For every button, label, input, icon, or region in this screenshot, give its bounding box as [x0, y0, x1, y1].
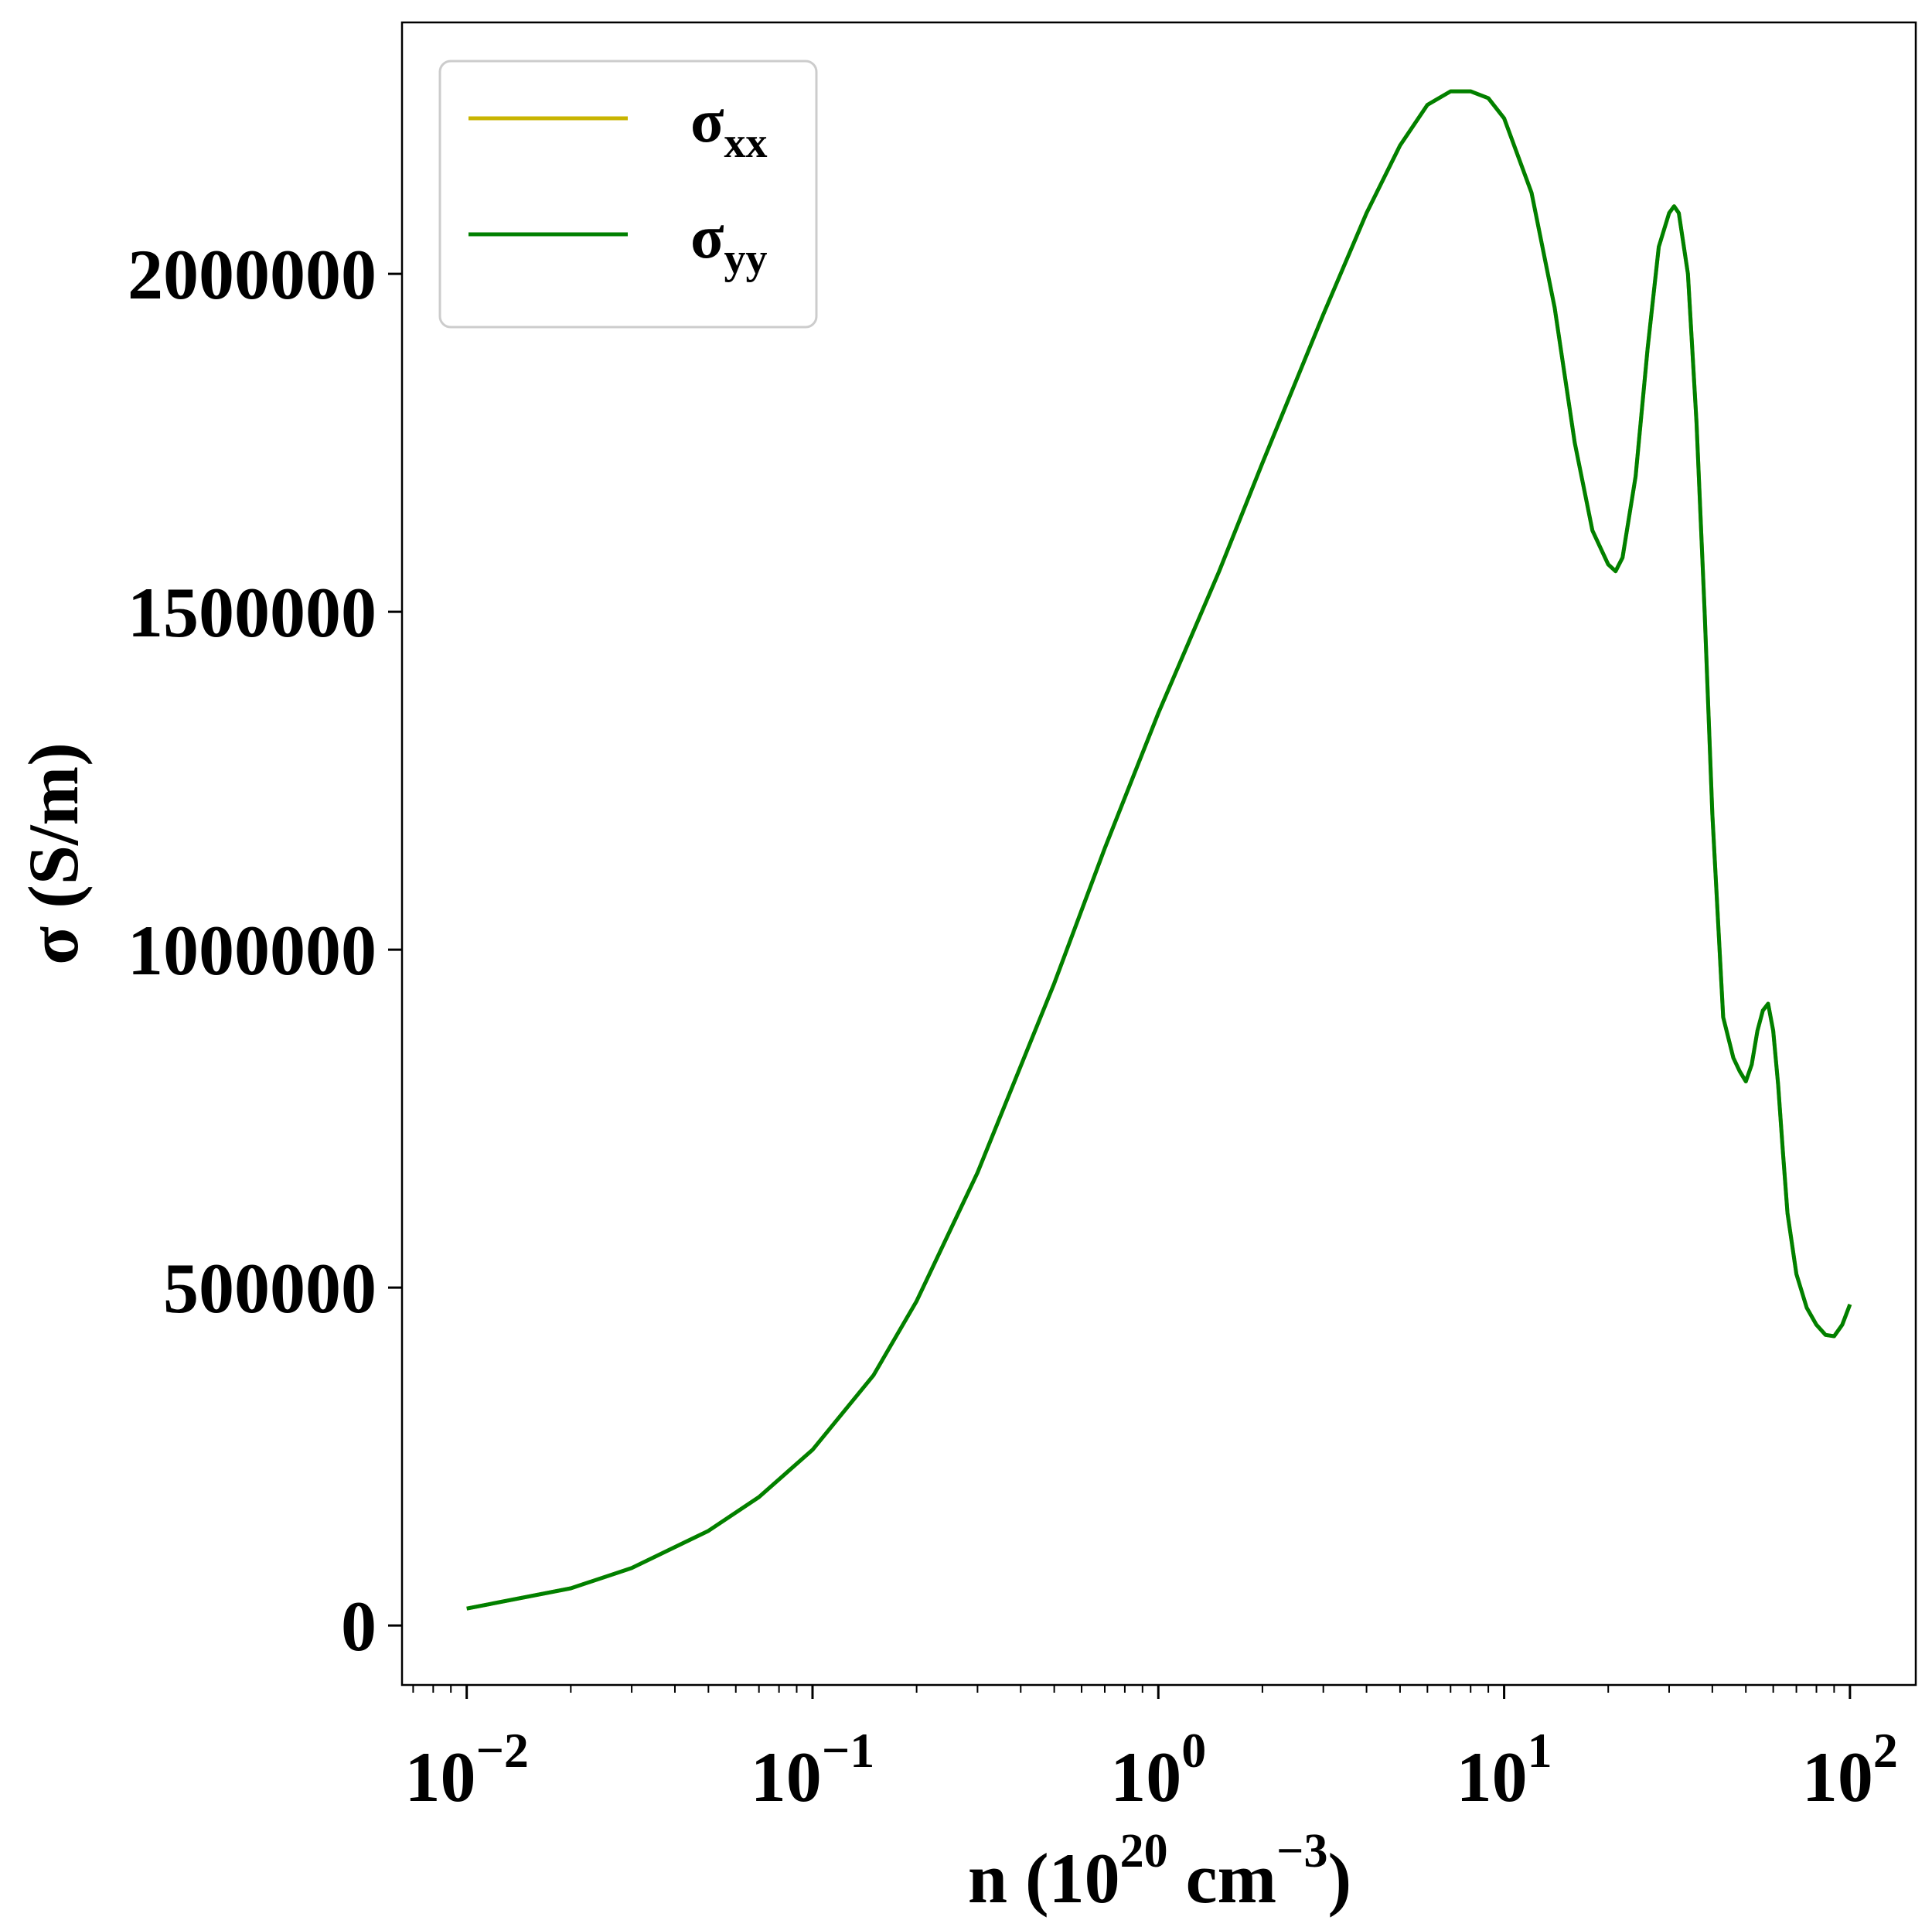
series-line-sigma-yy: [466, 89, 1852, 1611]
x-tick-label-base-1: 10: [751, 1738, 822, 1816]
x-tick-label-1: 10−1: [751, 1723, 874, 1816]
y-axis-label: σ (S/m): [14, 742, 93, 965]
x-tick-label-base-4: 10: [1802, 1738, 1873, 1816]
x-axis-label: n (1020 cm−3): [968, 1825, 1351, 1918]
y-tick-label-0: 0: [341, 1587, 377, 1666]
x-axis-label-end: ): [1328, 1839, 1352, 1918]
x-tick-label-base-0: 10: [404, 1738, 475, 1816]
ticks: 10−2 10−1 100 101 10205000001000000150000020…: [128, 235, 1898, 1816]
legend-label-sigma-xx: σxx: [690, 87, 768, 167]
x-tick-label-3: 101: [1457, 1723, 1552, 1816]
x-axis-label-mid: cm: [1168, 1839, 1276, 1918]
y-tick-label-4: 2000000: [128, 235, 377, 314]
x-tick-label-exp-1: −1: [822, 1723, 874, 1778]
y-tick-label-2: 1000000: [128, 911, 377, 990]
legend-frame: [438, 60, 818, 329]
y-tick-label-3: 1500000: [128, 573, 377, 652]
legend-symbol-sigma-xx: σ: [690, 87, 724, 155]
legend-subscript-sigma-xx: xx: [724, 119, 768, 167]
x-tick-label-2: 100: [1110, 1723, 1206, 1816]
x-tick-label-base-3: 10: [1457, 1738, 1528, 1816]
x-tick-label-exp-3: 1: [1528, 1723, 1552, 1778]
legend-subscript-sigma-yy: yy: [724, 235, 768, 283]
series-lines: [466, 89, 1852, 1611]
plot-frame: [400, 21, 1917, 1687]
legend: σxx σyy: [438, 60, 818, 329]
x-tick-label-base-2: 10: [1110, 1738, 1181, 1816]
x-tick-label-exp-2: 0: [1181, 1723, 1206, 1778]
y-tick-label-1: 500000: [163, 1249, 377, 1328]
x-axis-label-sup1: 20: [1120, 1825, 1168, 1878]
legend-symbol-sigma-yy: σ: [690, 203, 724, 271]
x-tick-label-0: 10−2: [404, 1723, 528, 1816]
x-tick-label-exp-4: 2: [1873, 1723, 1898, 1778]
x-tick-label-exp-0: −2: [475, 1723, 528, 1778]
x-axis-label-sup2: −3: [1276, 1825, 1327, 1878]
legend-label-sigma-yy: σyy: [690, 203, 768, 283]
x-axis-label-base: n (10: [968, 1839, 1120, 1918]
x-tick-label-4: 102: [1802, 1723, 1898, 1816]
